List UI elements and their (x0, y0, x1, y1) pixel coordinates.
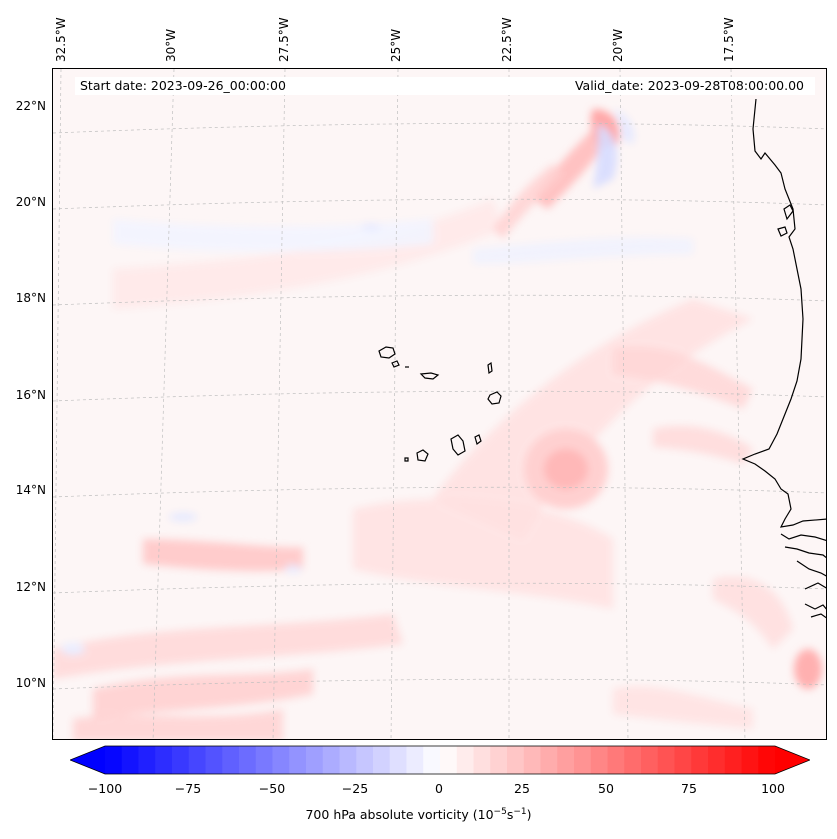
colorbar-tick: −50 (258, 781, 286, 796)
colorbar-segment (691, 746, 709, 774)
colorbar-segment (339, 746, 357, 774)
lon-label-25w: 25°W (389, 28, 403, 62)
colorbar-segment (473, 746, 491, 774)
colorbar-tick: 100 (761, 781, 785, 796)
lon-label-22-5w: 22.5°W (500, 17, 514, 62)
valid-date-label: Valid_date: 2023-09-28T08:00:00.00 (570, 77, 808, 95)
lat-label-20n: 20°N (15, 195, 46, 209)
lat-label-22n: 22°N (15, 99, 46, 113)
colorbar-segment (607, 746, 625, 774)
lat-label-14n: 14°N (15, 483, 46, 497)
colorbar-segment (674, 746, 692, 774)
colorbar-segment (289, 746, 307, 774)
lat-label-18n: 18°N (15, 291, 46, 305)
colorbar-segment (440, 746, 458, 774)
colorbar-tick: −25 (341, 781, 369, 796)
colorbar-segment (456, 746, 474, 774)
lon-label-32-5w: 32.5°W (54, 17, 68, 62)
colorbar-segment (389, 746, 407, 774)
colorbar-segment (741, 746, 759, 774)
colorbar-segment (322, 746, 340, 774)
colorbar-segment (306, 746, 324, 774)
lon-label-27-5w: 27.5°W (277, 17, 291, 62)
lon-label-20w: 20°W (611, 28, 625, 62)
colorbar-scale (68, 745, 812, 775)
colorbar-segment (657, 746, 675, 774)
colorbar-segment (105, 746, 123, 774)
colorbar-segment (222, 746, 240, 774)
colorbar-tick: 75 (681, 781, 697, 796)
lat-label-12n: 12°N (15, 580, 46, 594)
colorbar-segment (507, 746, 525, 774)
colorbar-segment (356, 746, 374, 774)
colorbar-segment (239, 746, 257, 774)
lat-label-16n: 16°N (15, 388, 46, 402)
maio-island (474, 434, 482, 446)
colorbar-segment (255, 746, 273, 774)
colorbar-segment (205, 746, 223, 774)
sal-island (487, 361, 493, 375)
colorbar-segment (423, 746, 441, 774)
colorbar-segment (758, 746, 776, 774)
colorbar-tick: 50 (598, 781, 614, 796)
colorbar-extend-min (70, 746, 105, 774)
boa-vista-island (487, 391, 502, 405)
sao-nicolau-island (419, 372, 440, 380)
start-date-label: Start date: 2023-09-26_00:00:00 (76, 77, 290, 95)
colorbar-segment (272, 746, 290, 774)
lat-label-10n: 10°N (15, 676, 46, 690)
colorbar-tick: −100 (87, 781, 123, 796)
lon-label-30w: 30°W (164, 28, 178, 62)
vorticity-map: Start date: 2023-09-26_00:00:00 Valid_da… (52, 68, 827, 740)
colorbar-segment (641, 746, 659, 774)
colorbar-tick: 0 (435, 781, 443, 796)
santo-antao-island (378, 346, 396, 359)
brava-island (404, 457, 409, 462)
colorbar-segment (624, 746, 642, 774)
colorbar-label: 700 hPa absolute vorticity (10−5s−1) (305, 807, 532, 823)
colorbar-tick: 25 (514, 781, 530, 796)
vorticity-field (53, 109, 822, 739)
cape-verde-islands (378, 346, 502, 462)
colorbar-extend-max (775, 746, 810, 774)
colorbar-segment (557, 746, 575, 774)
colorbar-segment (121, 746, 139, 774)
colorbar-segment (155, 746, 173, 774)
map-canvas (53, 69, 826, 739)
colorbar-segment (188, 746, 206, 774)
santiago-island (450, 434, 466, 456)
sao-vicente-island (391, 360, 400, 368)
colorbar-segment (490, 746, 508, 774)
colorbar-segment (574, 746, 592, 774)
colorbar (68, 745, 812, 775)
colorbar-segment (724, 746, 742, 774)
colorbar-segment (540, 746, 558, 774)
colorbar-segment (373, 746, 391, 774)
colorbar-segment (708, 746, 726, 774)
gridlines (53, 69, 826, 739)
colorbar-segment (138, 746, 156, 774)
colorbar-segment (523, 746, 541, 774)
colorbar-tick: −75 (174, 781, 202, 796)
colorbar-segment (406, 746, 424, 774)
african-coastline (741, 98, 826, 619)
colorbar-segment (172, 746, 190, 774)
fogo-island (416, 449, 429, 462)
colorbar-segment (590, 746, 608, 774)
lon-label-17-5w: 17.5°W (722, 17, 736, 62)
